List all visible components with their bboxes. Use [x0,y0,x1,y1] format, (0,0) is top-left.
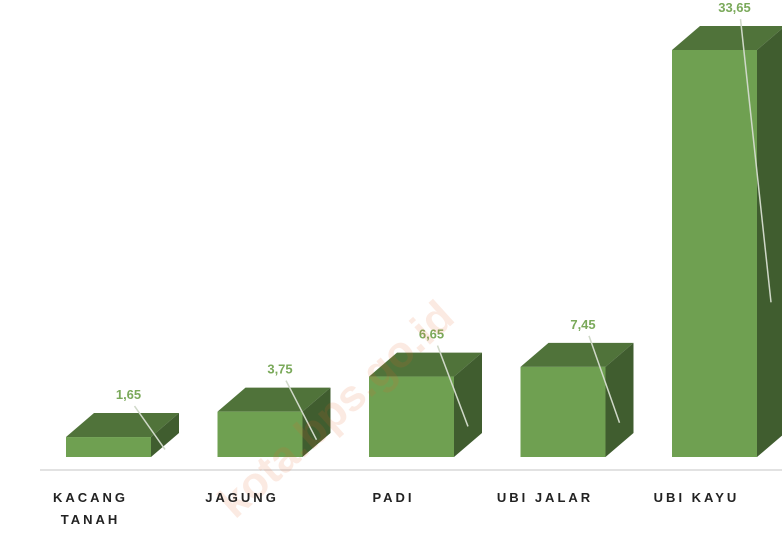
bar-top [369,352,482,377]
bar-top [66,413,179,438]
category-label: UBI KAYU [653,490,740,505]
bar [672,26,782,457]
bar-front [369,376,454,457]
bar-side [151,413,179,457]
leader-line [133,405,166,450]
category-label: PADI [372,490,415,505]
category-label: JAGUNG [205,490,279,505]
leader-line [285,380,318,441]
value-label: 6,65 [419,327,444,342]
leader-line [436,345,469,427]
bar-front [217,411,303,457]
bar-front [66,437,151,457]
bar [369,352,482,457]
bar-front [520,366,606,457]
bar-side [454,352,482,457]
bar [217,387,331,457]
bar [520,342,634,457]
bar-top [672,26,782,50]
value-label: 1,65 [116,387,141,402]
bar-front [672,50,757,457]
category-label: UBI JALAR [496,490,594,505]
bar-side [302,387,331,457]
leader-line [739,18,772,303]
bar-top [520,342,634,367]
leader-line [588,335,621,424]
bar-side [757,28,782,457]
value-label: 3,75 [267,362,292,377]
value-label: 7,45 [570,317,595,332]
category-label: KACANG TANAH [52,490,129,527]
value-label: 33,65 [718,0,751,15]
bar-side [605,342,634,457]
bar-top [217,387,331,412]
bar [66,413,179,457]
